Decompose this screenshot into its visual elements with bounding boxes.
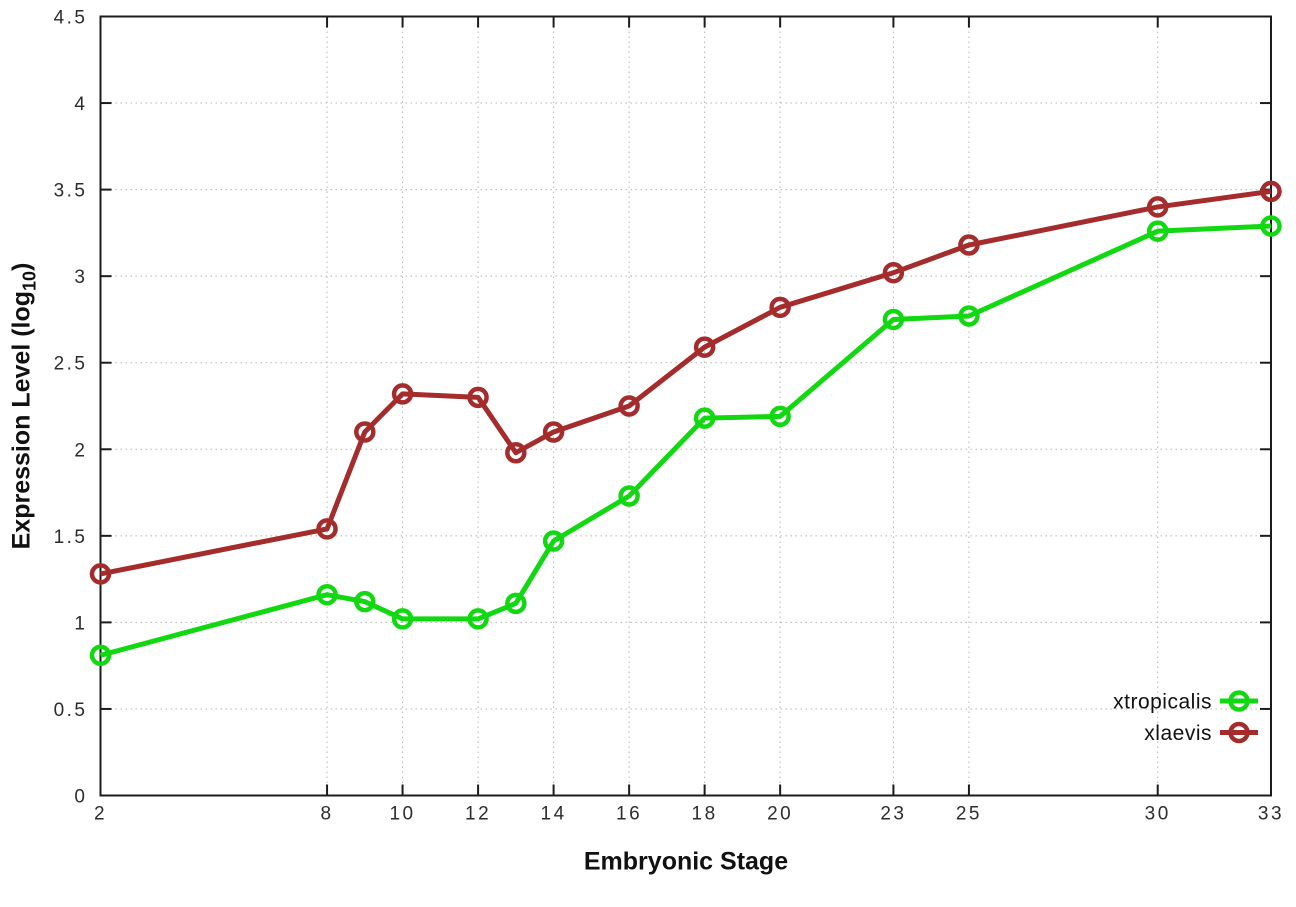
x-tick-label: 23 <box>880 804 906 825</box>
y-axis-title-main: Expression Level (log <box>7 290 36 550</box>
marker-xlaevis <box>1260 180 1282 203</box>
y-tick-label: 1.5 <box>54 527 88 548</box>
marker-xtropicalis <box>882 308 905 331</box>
marker-xlaevis <box>618 395 640 417</box>
marker-xlaevis <box>882 261 905 284</box>
x-tick-label: 8 <box>321 804 334 825</box>
marker-xtropicalis <box>769 405 791 428</box>
legend-marker-xtropicalis <box>1228 690 1250 712</box>
marker-xtropicalis <box>958 305 980 327</box>
series-line-xlaevis <box>100 188 1272 577</box>
marker-xlaevis <box>316 518 338 540</box>
x-tick-label: 14 <box>541 804 567 825</box>
marker-xtropicalis <box>354 590 376 613</box>
marker-xtropicalis <box>89 644 112 667</box>
x-tick-label: 16 <box>616 804 642 825</box>
x-tick-label: 33 <box>1258 804 1284 825</box>
marker-xtropicalis <box>1146 220 1169 242</box>
y-tick-label: 0 <box>74 787 87 808</box>
y-tick-label: 3.5 <box>54 181 88 202</box>
marker-xlaevis <box>467 386 489 409</box>
marker-xlaevis <box>89 563 112 585</box>
y-axis-title: Expression Level (log10) <box>7 262 40 550</box>
y-tick-label: 4 <box>74 94 87 115</box>
y-tick-label: 4.5 <box>54 8 88 29</box>
y-tick-label: 2 <box>74 440 87 461</box>
x-tick-label: 12 <box>465 804 491 825</box>
marker-xlaevis <box>769 296 791 319</box>
marker-xtropicalis <box>316 583 338 606</box>
legend-label-xtropicalis: xtropicalis <box>1113 691 1212 714</box>
y-tick-label: 3 <box>74 267 87 288</box>
marker-xlaevis <box>693 336 716 358</box>
x-tick-label: 18 <box>692 804 718 825</box>
y-tick-label: 1 <box>74 613 87 634</box>
plot-border <box>99 15 1272 797</box>
marker-xlaevis <box>505 441 527 464</box>
y-axis-title-subscript: 10 <box>19 270 40 291</box>
y-tick-label: 2.5 <box>54 354 88 375</box>
x-tick-label: 20 <box>767 804 793 825</box>
x-tick-label: 2 <box>94 804 107 825</box>
x-tick-label: 10 <box>389 804 415 825</box>
marker-xtropicalis <box>467 608 489 630</box>
series-line-xtropicalis <box>99 223 1272 658</box>
x-tick-label: 30 <box>1145 804 1171 825</box>
y-tick-label: 0.5 <box>54 700 88 721</box>
marker-xtropicalis <box>1260 215 1282 237</box>
marker-xtropicalis <box>505 592 527 615</box>
marker-xlaevis <box>958 234 980 256</box>
x-axis-title: Embryonic Stage <box>583 847 789 876</box>
marker-xtropicalis <box>618 485 640 507</box>
marker-xlaevis <box>1146 196 1169 218</box>
marker-xlaevis <box>391 383 414 405</box>
marker-xlaevis <box>542 421 565 443</box>
x-tick-label: 25 <box>956 804 982 825</box>
legend-label-xlaevis: xlaevis <box>1144 722 1212 745</box>
marker-xtropicalis <box>693 407 716 429</box>
marker-xtropicalis <box>542 530 565 552</box>
marker-xlaevis <box>354 421 376 443</box>
legend-marker-xlaevis <box>1228 721 1250 744</box>
marker-xtropicalis <box>391 608 414 630</box>
y-axis-title-end: ) <box>7 262 36 271</box>
